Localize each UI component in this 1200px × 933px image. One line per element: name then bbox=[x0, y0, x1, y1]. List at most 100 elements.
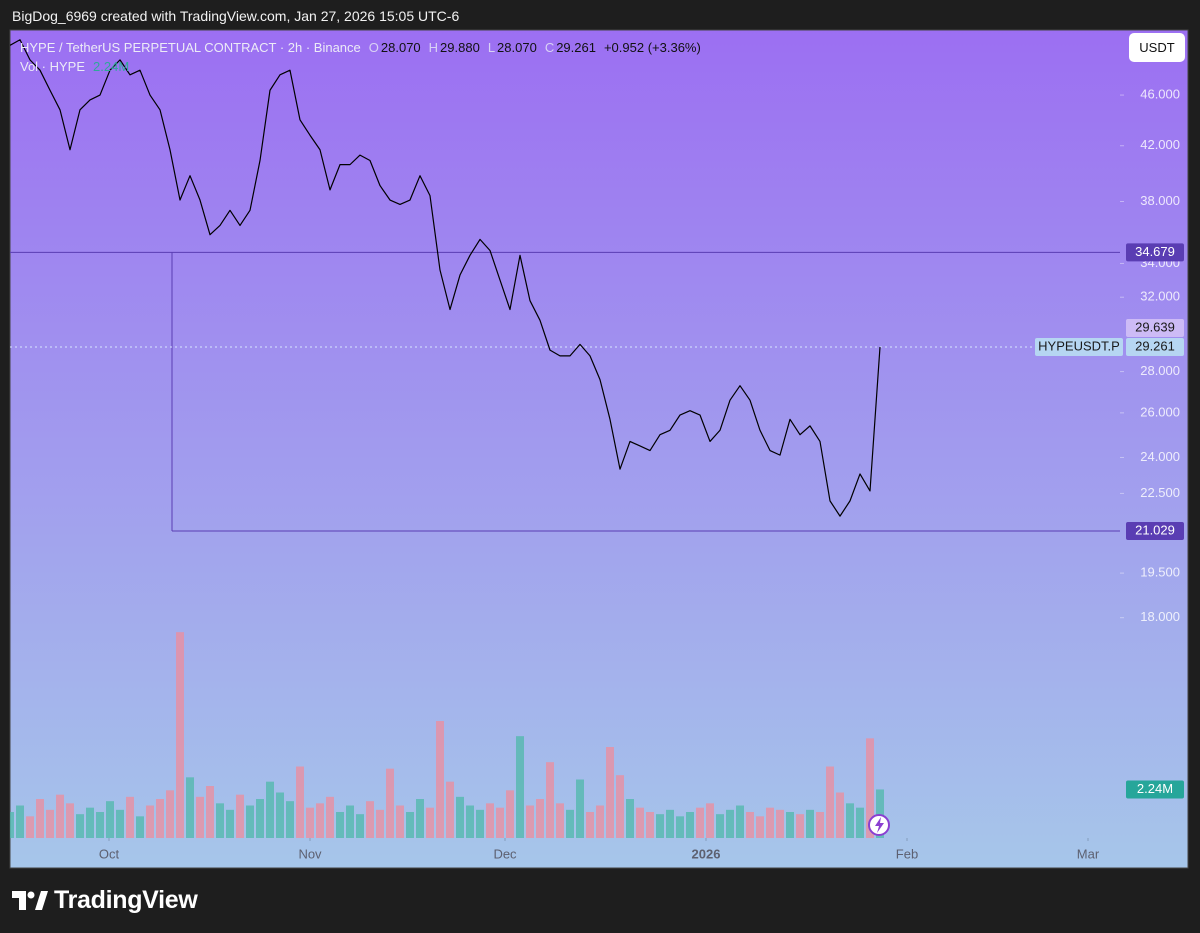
volume-bar bbox=[106, 801, 114, 838]
alert-bolt bbox=[875, 817, 884, 833]
volume-bar bbox=[396, 805, 404, 838]
change: +0.952 (+3.36%) bbox=[603, 40, 701, 55]
volume-bar bbox=[716, 814, 724, 838]
volume-bar bbox=[86, 807, 94, 838]
y-tick-label: 46.000 bbox=[1140, 87, 1180, 102]
volume-bar bbox=[296, 766, 304, 838]
volume-bar bbox=[326, 796, 334, 838]
y-tick-label: 32.000 bbox=[1140, 289, 1180, 304]
volume-bar bbox=[36, 799, 44, 838]
volume-bar bbox=[836, 792, 844, 838]
level-label: 34.679 bbox=[1135, 244, 1175, 259]
volume-bar bbox=[566, 809, 574, 838]
volume-bar bbox=[306, 807, 314, 838]
volume-bar bbox=[346, 805, 354, 838]
x-tick-label: Feb bbox=[896, 846, 918, 861]
high-label: H bbox=[428, 40, 439, 55]
volume-bar bbox=[626, 799, 634, 838]
y-tick-label: 26.000 bbox=[1140, 404, 1180, 419]
volume-bar bbox=[56, 794, 64, 838]
volume-bar bbox=[826, 766, 834, 838]
volume-bar bbox=[756, 816, 764, 838]
low: 28.070 bbox=[497, 40, 537, 55]
volume-bar bbox=[486, 803, 494, 838]
last-price-name-box bbox=[1035, 338, 1123, 357]
volume-label: 2.24M bbox=[1137, 781, 1173, 796]
brand: TradingView bbox=[54, 886, 198, 914]
volume-bar bbox=[166, 790, 174, 838]
close-label: C bbox=[544, 40, 555, 55]
volume-bar bbox=[386, 768, 394, 838]
volume-bar bbox=[96, 812, 104, 838]
volume-bar bbox=[636, 807, 644, 838]
volume-bar bbox=[376, 809, 384, 838]
volume-bar bbox=[16, 805, 24, 838]
volume-bar bbox=[416, 799, 424, 838]
volume-bar bbox=[706, 803, 714, 838]
volume-bar bbox=[806, 809, 814, 838]
volume-bar bbox=[266, 781, 274, 838]
high-label: 29.639 bbox=[1135, 319, 1175, 334]
volume-bar bbox=[616, 775, 624, 838]
volume-bar bbox=[206, 786, 214, 838]
level-label-box bbox=[1126, 522, 1184, 541]
symbol: HYPE / TetherUS PERPETUAL CONTRACT · 2h … bbox=[20, 40, 361, 55]
volume-bar bbox=[736, 805, 744, 838]
volume-bar bbox=[356, 814, 364, 838]
volume-bar bbox=[576, 779, 584, 838]
volume-bar bbox=[686, 812, 694, 838]
volume-bar bbox=[816, 812, 824, 838]
volume-bar bbox=[236, 794, 244, 838]
x-tick-label: Oct bbox=[99, 846, 120, 861]
volume-bar bbox=[176, 632, 184, 838]
level-label: 21.029 bbox=[1135, 522, 1175, 537]
volume-bar bbox=[446, 781, 454, 838]
volume-bar bbox=[546, 762, 554, 838]
volume-bar bbox=[466, 805, 474, 838]
volume-bar bbox=[276, 792, 284, 838]
credit: BigDog_6969 created with TradingView.com… bbox=[12, 8, 460, 24]
volume-bar bbox=[766, 807, 774, 838]
last-price: 29.261 bbox=[1135, 338, 1175, 353]
volume-bar bbox=[856, 807, 864, 838]
volume-bar bbox=[126, 796, 134, 838]
volume-bar bbox=[336, 812, 344, 838]
volume-bar bbox=[516, 736, 524, 838]
volume-bar bbox=[696, 807, 704, 838]
volume-bar bbox=[596, 805, 604, 838]
volume-bar bbox=[366, 801, 374, 838]
x-tick-label: Dec bbox=[493, 846, 517, 861]
last-price-name: HYPEUSDT.P bbox=[1038, 338, 1120, 353]
low-label: L bbox=[487, 40, 496, 55]
volume-bar bbox=[506, 790, 514, 838]
x-tick-label: 2026 bbox=[692, 846, 721, 861]
volume-bar bbox=[786, 812, 794, 838]
volume-bar bbox=[196, 796, 204, 838]
level-label-box bbox=[1126, 243, 1184, 262]
y-tick-label: 28.000 bbox=[1140, 363, 1180, 378]
volume-bar bbox=[136, 816, 144, 838]
open: 28.070 bbox=[380, 40, 421, 55]
open-label: O bbox=[368, 40, 379, 55]
volume-bar bbox=[846, 803, 854, 838]
legend: HYPE / TetherUS PERPETUAL CONTRACT · 2h … bbox=[20, 38, 701, 76]
brand-logo bbox=[12, 891, 48, 910]
volume-bar bbox=[246, 805, 254, 838]
y-tick-label: 19.500 bbox=[1140, 565, 1180, 580]
volume-bar bbox=[156, 799, 164, 838]
volume-bar bbox=[436, 721, 444, 838]
y-tick-label: 22.500 bbox=[1140, 485, 1180, 500]
volume-bar bbox=[186, 777, 194, 838]
price-line bbox=[10, 39, 881, 517]
volume-bar bbox=[456, 796, 464, 838]
volume-bar bbox=[556, 803, 564, 838]
currency-button[interactable]: USDT bbox=[1129, 33, 1185, 62]
y-tick-label: 18.000 bbox=[1140, 609, 1180, 624]
volume-bar bbox=[606, 747, 614, 838]
volume-bar bbox=[216, 803, 224, 838]
volume-value: 2.24M bbox=[93, 59, 130, 74]
volume-bar bbox=[406, 812, 414, 838]
volume-bar bbox=[776, 809, 784, 838]
